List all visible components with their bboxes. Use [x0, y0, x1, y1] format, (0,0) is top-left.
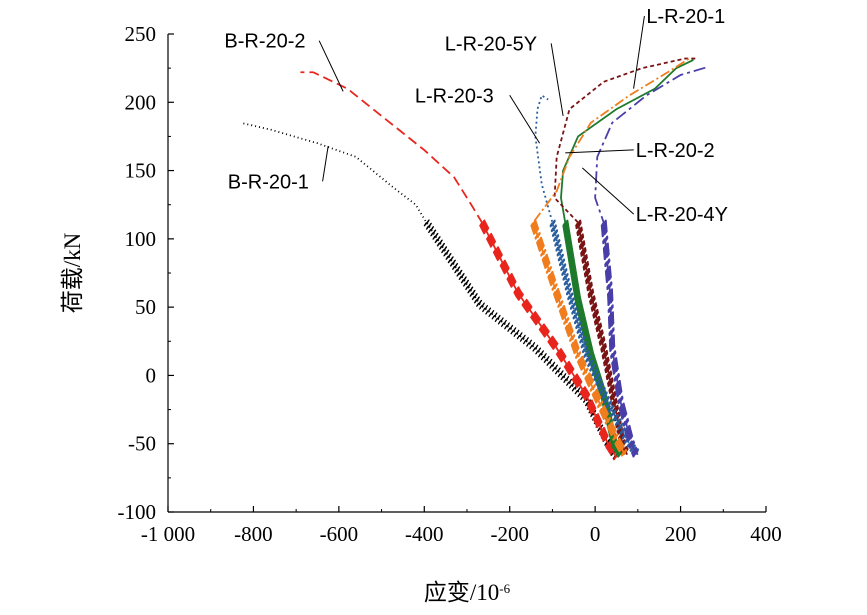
x-tick-label: 400 [750, 522, 782, 546]
series-envelope-line [594, 65, 709, 455]
annotation-label: L-R-20-2 [636, 140, 715, 162]
series-cycle-line [579, 219, 631, 453]
y-tick-label: -100 [118, 500, 157, 524]
annotation-label: L-R-20-3 [415, 85, 494, 107]
y-tick-label: 250 [125, 22, 157, 46]
x-tick-label: -800 [234, 522, 273, 546]
x-tick-label: 0 [590, 522, 601, 546]
annotation-leader-line [565, 149, 634, 154]
annotation-leader-line [633, 16, 645, 89]
x-tick-label: 200 [665, 522, 697, 546]
annotation-leader-line [581, 167, 635, 215]
annotation: L-R-20-3 [415, 85, 541, 144]
series-l-r-20-1 [560, 59, 694, 458]
annotation-label: B-R-20-2 [224, 31, 305, 53]
series-envelope-line [300, 71, 618, 458]
y-axis-title: 荷载/kN [60, 232, 85, 313]
annotation-label: L-R-20-1 [646, 6, 725, 28]
annotation: L-R-20-4Y [581, 167, 728, 226]
annotation: L-R-20-2 [565, 140, 715, 162]
annotation: B-R-20-1 [228, 145, 329, 193]
annotation-leader-line [322, 145, 329, 182]
annotation-leader-line [550, 43, 564, 117]
y-ticks: -100 -50 0 50 100 150 200 250 [118, 22, 174, 524]
series-cycle-line [534, 219, 628, 453]
series-cycle-line [553, 219, 641, 453]
series-cycle-line [600, 225, 635, 458]
x-tick-label: -1 000 [141, 522, 195, 546]
series-cycle-line [530, 224, 624, 458]
x-ticks: -1 000 -800 -600 -400 -200 0 200 400 [141, 506, 782, 546]
annotations: B-R-20-2 B-R-20-1 L-R-20-3 L-R-20-5Y L-R-20-… [224, 6, 728, 226]
y-tick-label: 0 [146, 363, 157, 387]
x-tick-label: -400 [405, 522, 444, 546]
x-axis-title-text: 应变/10 [424, 580, 499, 605]
y-tick-label: 50 [135, 295, 156, 319]
annotation-leader-line [509, 95, 541, 144]
series-l-r-20-2 [553, 57, 698, 458]
annotation-label: B-R-20-1 [228, 171, 309, 193]
annotation: B-R-20-2 [224, 31, 344, 92]
series-envelope-line [532, 57, 690, 456]
x-tick-label: -200 [490, 522, 529, 546]
series-envelope-line [553, 57, 698, 456]
x-tick-label: -600 [320, 522, 359, 546]
series-layer [240, 57, 709, 461]
series-cycle-line [575, 225, 626, 458]
x-axis-title: 应变/10-6 [424, 580, 511, 605]
y-tick-label: 100 [125, 227, 157, 251]
series-cycle-line [479, 224, 616, 461]
series-cycle-line [549, 225, 637, 458]
y-tick-label: -50 [128, 432, 156, 456]
y-tick-label: 150 [125, 159, 157, 183]
series-l-r-20-3 [534, 94, 641, 458]
x-axis-title-exponent: -6 [499, 581, 510, 596]
annotation-label: L-R-20-5Y [445, 33, 537, 55]
series-l-r-20-5y [530, 57, 690, 458]
series-cycle-line [605, 219, 639, 453]
annotation: L-R-20-5Y [445, 33, 564, 117]
y-tick-label: 200 [125, 90, 157, 114]
annotation: L-R-20-1 [633, 6, 725, 89]
annotation-label: L-R-20-4Y [636, 204, 728, 226]
series-l-r-20-4y [594, 65, 709, 458]
annotation-leader-line [318, 40, 344, 92]
